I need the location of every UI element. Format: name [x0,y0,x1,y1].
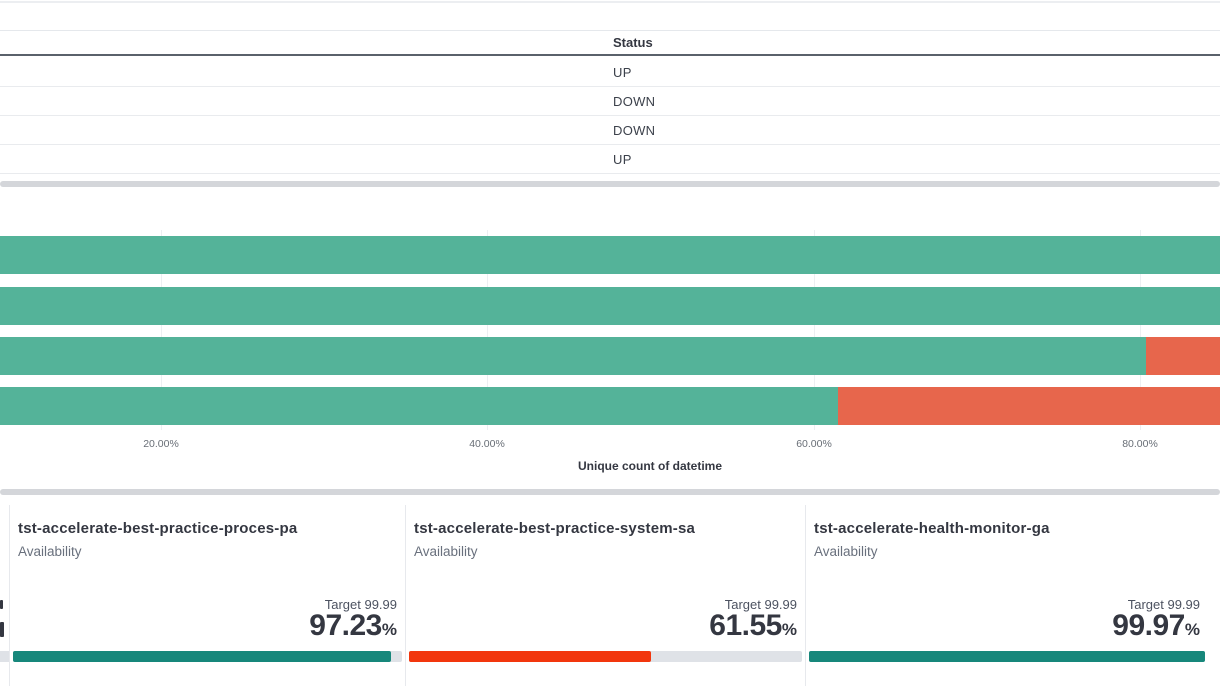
panel-top-edge [0,1,1220,3]
status-cell: DOWN [613,122,656,138]
table-row: DOWN [0,116,1220,145]
slo-progress-fill [13,651,392,662]
x-axis-tick-label: 20.00% [143,438,179,450]
x-axis-tick-label: 40.00% [469,438,505,450]
slo-progress-fill [809,651,1205,662]
slo-card-title: tst-accelerate-best-practice-proces-pa [18,520,298,537]
stacked-bar-chart: 20.00% 40.00% 60.00% 80.00% [0,230,1220,450]
slo-value: 97.23% [309,609,397,642]
chart-bar-row[interactable] [0,387,1220,425]
slo-value-unit: % [381,620,397,639]
slo-value-unit: % [1184,620,1200,639]
cutoff-card-text-fragment [0,600,3,609]
cutoff-card-value-fragment [0,622,4,637]
slo-card-title: tst-accelerate-best-practice-system-sa [414,520,696,537]
chart-bar-row[interactable] [0,337,1220,375]
table-row: UP [0,145,1220,174]
chart-gridline [814,230,815,430]
status-column-header[interactable]: Status [613,35,653,50]
card-divider [9,505,10,686]
chart-bar-row[interactable] [0,236,1220,274]
chart-gridline [487,230,488,430]
slo-card[interactable]: tst-accelerate-best-practice-proces-pa Av… [10,506,405,686]
chart-bar-row[interactable] [0,287,1220,325]
chart-bar-segment-down[interactable] [1146,337,1220,375]
x-axis-tick-label: 60.00% [796,438,832,450]
slo-progress-track [409,651,802,662]
horizontal-scrollbar[interactable] [0,489,1220,495]
chart-bar-segment-up[interactable] [0,337,1146,375]
x-axis-title: Unique count of datetime [578,459,722,473]
status-cell: DOWN [613,93,656,109]
slo-progress-fill [409,651,651,662]
slo-card[interactable]: tst-accelerate-health-monitor-ga Availabi… [806,506,1208,686]
chart-gridline [1140,230,1141,430]
horizontal-scrollbar[interactable] [0,181,1220,187]
card-divider [805,505,806,686]
status-table-header: Status [0,30,1220,56]
chart-bar-segment-up[interactable] [0,387,838,425]
status-cell: UP [613,64,632,80]
slo-progress-track [809,651,1205,662]
chart-gridline [161,230,162,430]
slo-card-subtitle: Availability [414,544,478,559]
slo-card[interactable]: tst-accelerate-best-practice-system-sa Av… [406,506,805,686]
table-row: UP [0,58,1220,87]
chart-bar-segment-up[interactable] [0,236,1220,274]
slo-target-label: Target 99.99 [324,597,397,612]
x-axis-tick-label: 80.00% [1122,438,1158,450]
chart-bar-segment-down[interactable] [838,387,1220,425]
slo-target-label: Target 99.99 [724,597,797,612]
slo-card-subtitle: Availability [18,544,82,559]
table-row: DOWN [0,87,1220,116]
card-divider [405,505,406,686]
status-table-rows: UP DOWN DOWN UP [0,58,1220,174]
slo-card-subtitle: Availability [814,544,878,559]
slo-target-label: Target 99.99 [1127,597,1200,612]
slo-progress-track [13,651,402,662]
slo-value: 99.97% [1112,609,1200,642]
status-cell: UP [613,151,632,167]
slo-card-title: tst-accelerate-health-monitor-ga [814,520,1050,537]
chart-bar-segment-up[interactable] [0,287,1220,325]
slo-value: 61.55% [709,609,797,642]
slo-value-unit: % [781,620,797,639]
cutoff-card-bar-fragment [0,651,9,662]
